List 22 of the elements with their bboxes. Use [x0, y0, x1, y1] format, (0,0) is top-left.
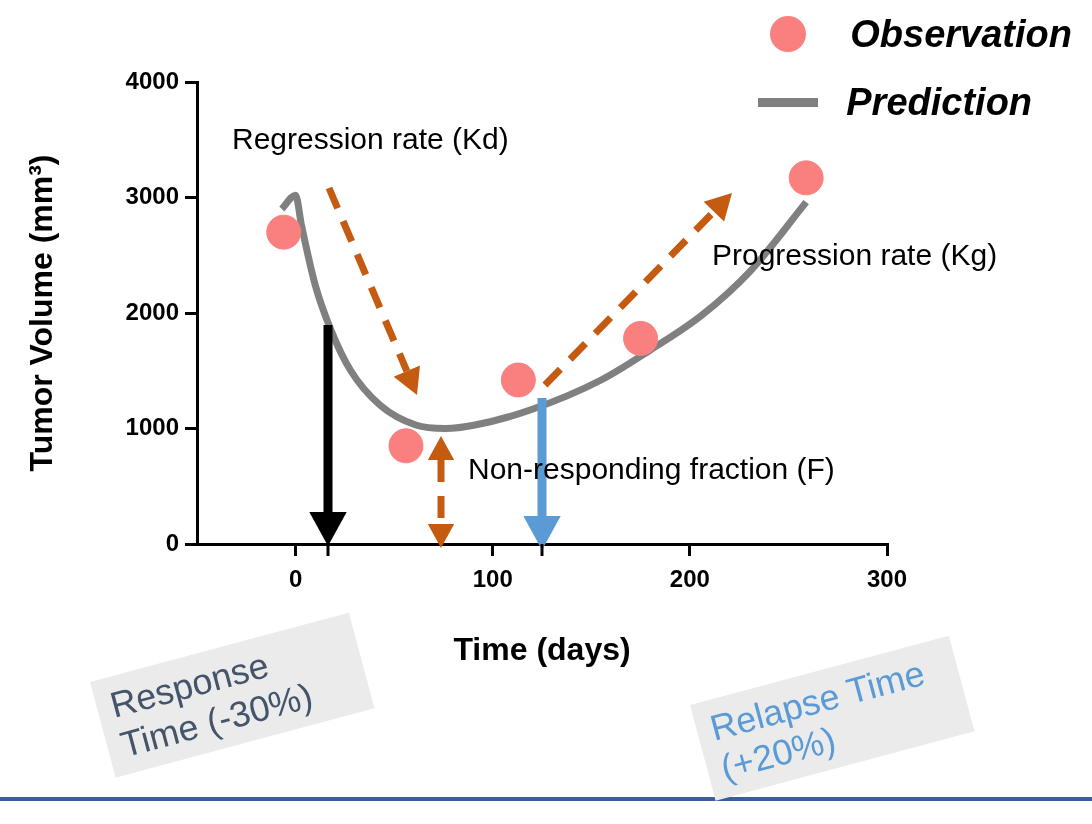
y-tick-label: 1000	[125, 413, 179, 441]
y-tick-label: 4000	[125, 66, 179, 94]
point	[623, 320, 659, 356]
point	[388, 428, 424, 464]
x-tick-label: 0	[288, 565, 303, 593]
point	[788, 160, 824, 196]
y-tick-label: 3000	[125, 182, 179, 210]
y-tick-label: 0	[165, 528, 179, 556]
text: Response Time (-30%)	[90, 612, 375, 778]
point	[500, 362, 536, 398]
legend-label: Observation	[850, 12, 1072, 56]
y-tick-label: 2000	[125, 297, 179, 325]
annotation: Regression rate (Kd)	[232, 122, 509, 156]
y-axis-title: Tumor Volume (mm³)	[23, 154, 60, 472]
x-axis-title: Time (days)	[453, 630, 631, 667]
text: Relapse Time (+20%)	[690, 635, 975, 801]
x-tick-label: 100	[472, 565, 513, 593]
x-tick-label: 300	[866, 565, 908, 593]
legend-label: Prediction	[846, 80, 1033, 124]
annotation: Progression rate (Kg)	[712, 238, 998, 272]
x-tick-label: 200	[669, 565, 710, 593]
point	[266, 214, 302, 250]
